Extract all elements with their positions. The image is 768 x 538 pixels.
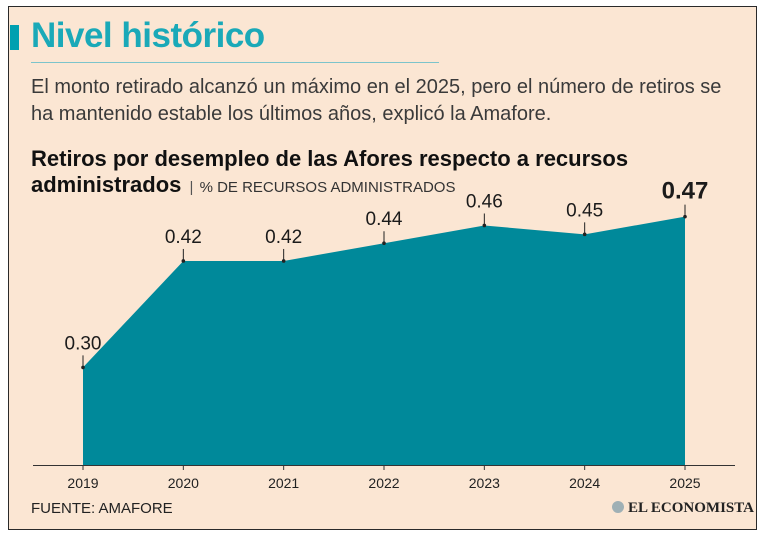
source-note: FUENTE: AMAFORE [31, 500, 173, 517]
data-point [683, 214, 687, 219]
data-point [281, 259, 286, 263]
x-tick-label: 2024 [569, 475, 600, 491]
headline-rule [31, 62, 439, 63]
headline: Nivel histórico [31, 16, 265, 55]
area-series [83, 216, 685, 465]
publisher-logo: EL ECONOMISTA [612, 500, 754, 517]
chart-unit: | % DE RECURSOS ADMINISTRADOS [188, 179, 456, 196]
chart-title-text: Retiros por desempleo de las Afores resp… [31, 146, 629, 197]
data-label: 0.44 [366, 209, 403, 230]
data-point [582, 232, 587, 237]
data-point [482, 223, 487, 228]
x-tick-label: 2023 [469, 475, 500, 491]
x-tick-label: 2020 [168, 475, 199, 491]
data-label: 0.45 [566, 200, 603, 221]
x-tick-label: 2021 [268, 475, 299, 491]
data-label: 0.47 [662, 178, 709, 205]
chart-unit-text: % DE RECURSOS ADMINISTRADOS [199, 179, 456, 196]
chart-unit-separator: | [189, 179, 194, 196]
x-tick-label: 2022 [368, 475, 399, 491]
data-label: 0.42 [165, 227, 202, 248]
data-point [81, 365, 85, 370]
data-label: 0.30 [65, 333, 102, 354]
data-label: 0.46 [466, 191, 503, 212]
logo-text: EL ECONOMISTA [628, 500, 754, 516]
data-label: 0.42 [265, 227, 302, 248]
data-point [382, 241, 386, 246]
logo-mark-icon [612, 501, 624, 513]
subtitle: El monto retirado alcanzó un máximo en e… [31, 76, 722, 125]
x-tick-label: 2025 [669, 475, 700, 491]
headline-accent-bar [10, 25, 19, 50]
chart-title: Retiros por desempleo de las Afores resp… [31, 146, 741, 201]
data-point [181, 259, 186, 263]
x-tick-label: 2019 [67, 475, 98, 491]
